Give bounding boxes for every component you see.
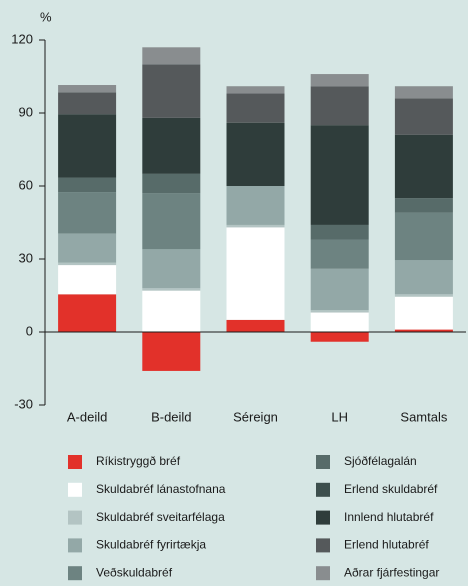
bar-segment [142, 193, 201, 250]
bar-segment [394, 329, 453, 332]
legend-swatch [68, 566, 82, 581]
bar-segment [58, 85, 117, 93]
bar-segment [58, 262, 117, 266]
bar-segment [226, 227, 285, 320]
legend-label: Skuldabréf lánastofnana [96, 482, 226, 496]
bar-segment [226, 224, 285, 228]
legend-swatch [68, 455, 82, 469]
legend-swatch [316, 510, 330, 525]
legend-label: Sjóðfélagalán [344, 454, 417, 468]
bar-segment [58, 192, 117, 234]
x-tick-label: A-deild [67, 409, 107, 424]
legend-swatch [68, 510, 82, 525]
y-axis-label: % [40, 9, 52, 24]
bar-segment [394, 86, 453, 99]
legend-label: Veðskuldabréf [96, 565, 173, 579]
x-tick-label: Samtals [400, 409, 447, 424]
x-tick-label: Séreign [233, 409, 278, 424]
x-tick-label: B-deild [151, 409, 191, 424]
bar-segment [394, 134, 453, 199]
bar-segment [310, 268, 369, 311]
legend-label: Innlend hlutabréf [344, 510, 434, 524]
bar-segment [226, 186, 285, 225]
legend-label: Skuldabréf fyrirtækja [96, 538, 206, 552]
bar-segment [394, 198, 453, 213]
bar-segment [142, 173, 201, 194]
bar-segment [58, 233, 117, 263]
legend-label: Erlend skuldabréf [344, 482, 438, 496]
legend-swatch [316, 538, 330, 553]
bar-segment [142, 249, 201, 289]
legend-label: Ríkistryggð bréf [96, 454, 181, 468]
y-tick-label: -30 [14, 396, 33, 411]
bar-segment [310, 125, 369, 225]
legend-label: Erlend hlutabréf [344, 538, 429, 552]
bar-segment [394, 260, 453, 295]
bar-segment [142, 290, 201, 332]
bar-segment [226, 93, 285, 123]
bar-segment [310, 332, 369, 342]
bar-segment [394, 212, 453, 261]
x-tick-label: LH [331, 409, 348, 424]
bar-segment [310, 239, 369, 269]
legend-swatch [316, 566, 330, 581]
y-tick-label: 60 [19, 177, 33, 192]
y-tick-label: 0 [26, 323, 33, 338]
bar-segment [310, 74, 369, 87]
bar-segment [142, 288, 201, 291]
y-tick-label: 90 [19, 104, 33, 119]
bar-segment [58, 265, 117, 295]
legend-swatch [68, 538, 82, 553]
bar-segment [58, 114, 117, 178]
legend-label: Aðrar fjárfestingar [344, 565, 439, 579]
bar-segment [142, 332, 201, 371]
bar-segment [142, 117, 201, 174]
legend-swatch [316, 482, 330, 497]
bar-segment [394, 294, 453, 297]
legend-swatch [68, 482, 82, 497]
bar-segment [226, 319, 285, 332]
y-tick-label: 120 [11, 31, 33, 46]
bar-segment [394, 98, 453, 135]
bar-segment [310, 224, 369, 240]
bar-segment [226, 122, 285, 186]
y-tick-label: 30 [19, 250, 33, 265]
bar-segment [58, 92, 117, 115]
bar-segment [310, 312, 369, 332]
bar-segment [226, 86, 285, 94]
bar-segment [58, 294, 117, 332]
bar-segment [310, 86, 369, 126]
bar-segment [142, 47, 201, 65]
bar-segment [310, 310, 369, 313]
legend-label: Skuldabréf sveitarfélaga [96, 510, 225, 524]
bar-segment [58, 177, 117, 193]
legend-swatch [316, 455, 330, 469]
bar-segment [142, 64, 201, 118]
bar-segment [394, 296, 453, 330]
